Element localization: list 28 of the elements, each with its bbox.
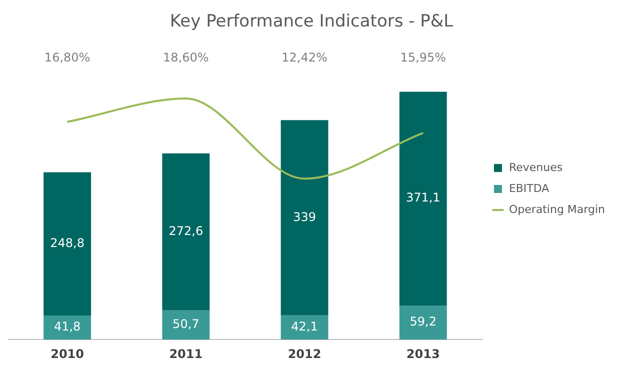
data-label: 272,6 bbox=[168, 224, 204, 238]
legend-label: Operating Margin bbox=[508, 202, 606, 216]
bar bbox=[399, 306, 447, 340]
x-tick-label: 2011 bbox=[169, 346, 203, 361]
data-label: 12,42% bbox=[282, 50, 328, 65]
data-label: 42,1 bbox=[291, 320, 318, 334]
bar bbox=[44, 316, 92, 340]
bar bbox=[162, 153, 210, 310]
bar bbox=[280, 315, 328, 340]
data-label: 371,1 bbox=[406, 190, 440, 205]
bar bbox=[162, 310, 210, 340]
bar bbox=[399, 92, 447, 306]
bar bbox=[44, 172, 92, 316]
x-tick-label: 2013 bbox=[406, 346, 440, 361]
data-label: 339 bbox=[293, 210, 316, 224]
data-label: 59,2 bbox=[410, 314, 436, 329]
data-label: 248,8 bbox=[50, 236, 84, 250]
data-label: 16,80% bbox=[44, 50, 90, 65]
chart-title: Key Performance Indicators - P&L bbox=[170, 12, 454, 32]
x-tick-label: 2010 bbox=[50, 346, 84, 361]
bar bbox=[280, 120, 328, 316]
data-label: 18,60% bbox=[163, 50, 209, 65]
legend-label: Revenues bbox=[508, 160, 563, 174]
x-tick-label: 2012 bbox=[288, 346, 322, 361]
legend-label: EBITDA bbox=[508, 182, 550, 195]
data-label: 15,95% bbox=[400, 50, 446, 65]
data-label: 41,8 bbox=[54, 320, 81, 334]
data-label: 50,7 bbox=[172, 317, 200, 332]
